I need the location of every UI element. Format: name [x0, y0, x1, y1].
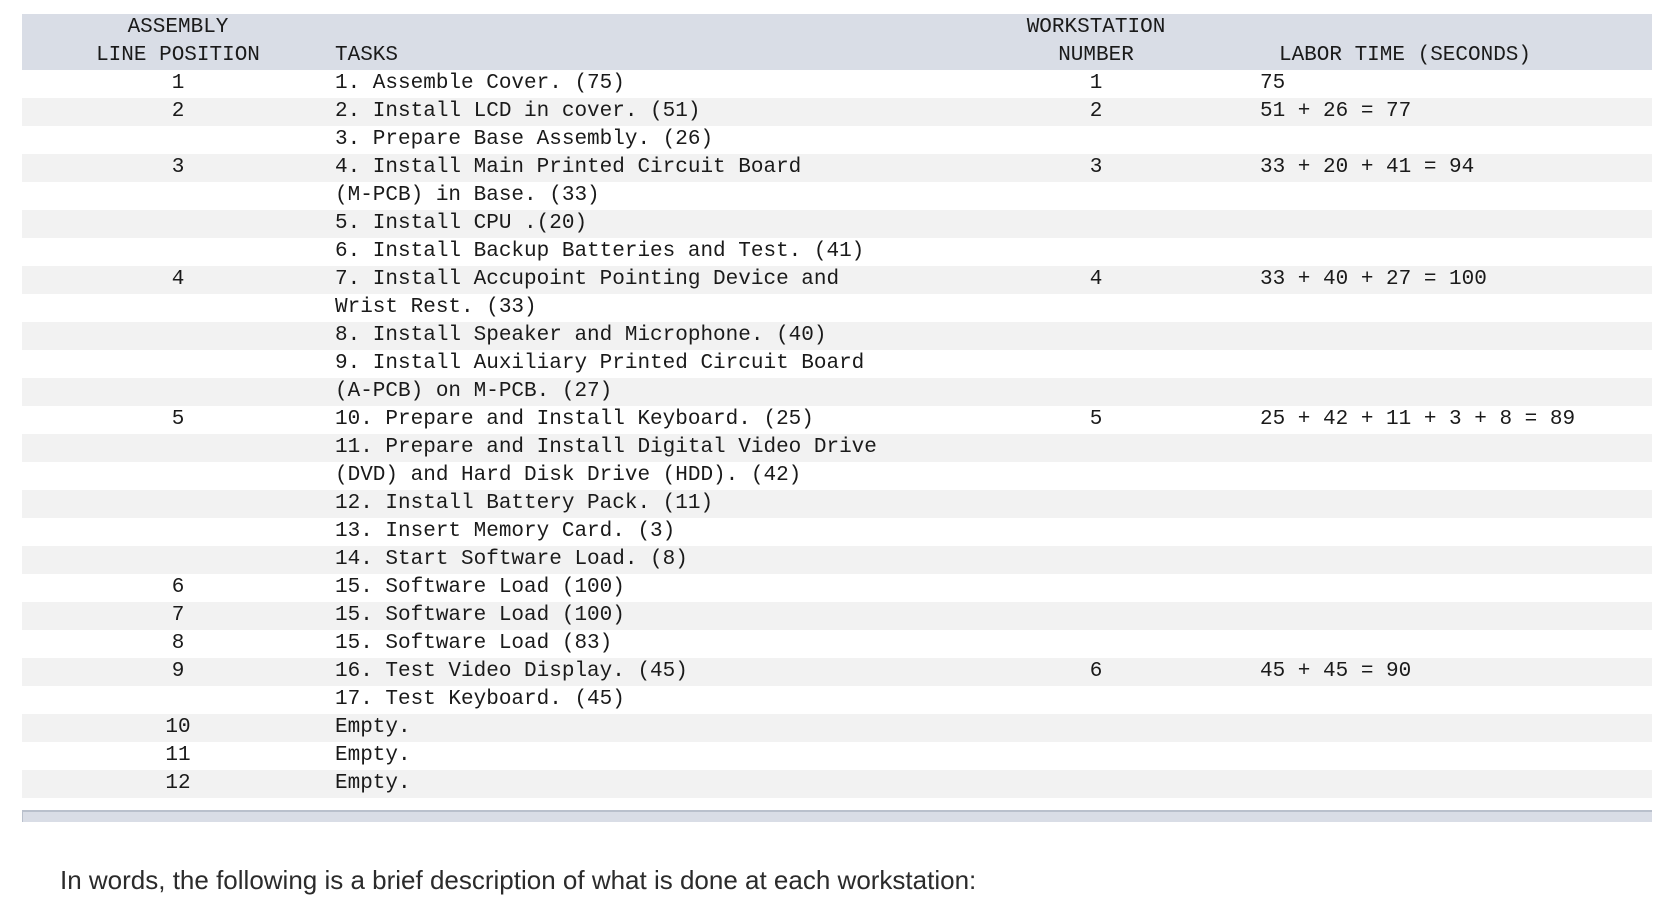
task-cell: (A-PCB) on M-PCB. (27) — [335, 380, 613, 403]
assembly-position-cell: 2 — [171, 100, 185, 123]
table-row: 10 Empty. — [22, 714, 1652, 742]
assembly-position-cell: 6 — [171, 576, 185, 599]
task-cell: 14. Start Software Load. (8) — [335, 548, 688, 571]
task-cell: 5. Install CPU .(20) — [335, 212, 588, 235]
workstation-number-cell: 5 — [1089, 408, 1103, 431]
task-cell: 2. Install LCD in cover. (51) — [335, 100, 701, 123]
workstation-number-cell: 1 — [1089, 72, 1103, 95]
labor-time-cell: 51 + 26 = 77 — [1260, 100, 1412, 123]
table-header: ASSEMBLY LINE POSITION TASKS WORKSTATION… — [22, 14, 1652, 70]
header-labor-time: LABOR TIME (SECONDS) — [1278, 44, 1532, 67]
task-cell: 16. Test Video Display. (45) — [335, 660, 688, 683]
task-cell: 8. Install Speaker and Microphone. (40) — [335, 324, 827, 347]
table-row: 8. Install Speaker and Microphone. (40) — [22, 322, 1652, 350]
table-row: 2 2. Install LCD in cover. (51) 2 51 + 26 =… — [22, 98, 1652, 126]
assembly-position-cell: 3 — [171, 156, 185, 179]
labor-time-cell: 33 + 40 + 27 = 100 — [1260, 268, 1487, 291]
table-row: 14. Start Software Load. (8) — [22, 546, 1652, 574]
table-row: 3 4. Install Main Printed Circuit Board 3 3… — [22, 154, 1652, 182]
table-row: (DVD) and Hard Disk Drive (HDD). (42) — [22, 462, 1652, 490]
assembly-position-cell: 11 — [165, 744, 191, 767]
table-row: 9 16. Test Video Display. (45) 6 45 + 45 = … — [22, 658, 1652, 686]
labor-time-cell: 75 — [1260, 72, 1286, 95]
table-row: (A-PCB) on M-PCB. (27) — [22, 378, 1652, 406]
assembly-position-cell: 12 — [165, 772, 191, 795]
assembly-position-cell: 4 — [171, 268, 185, 291]
table-row: (M-PCB) in Base. (33) — [22, 182, 1652, 210]
task-cell: 10. Prepare and Install Keyboard. (25) — [335, 408, 814, 431]
table-row: 11. Prepare and Install Digital Video Dr… — [22, 434, 1652, 462]
table-row: 11 Empty. — [22, 742, 1652, 770]
assembly-position-cell: 8 — [171, 632, 185, 655]
description-caption: In words, the following is a brief descr… — [60, 865, 977, 895]
assembly-line-table: ASSEMBLY LINE POSITION TASKS WORKSTATION… — [22, 14, 1652, 822]
table-row: 12. Install Battery Pack. (11) — [22, 490, 1652, 518]
task-cell: 6. Install Backup Batteries and Test. (4… — [335, 240, 865, 263]
workstation-number-cell: 2 — [1089, 100, 1103, 123]
task-cell: 17. Test Keyboard. (45) — [335, 688, 625, 711]
table-row: 12 Empty. — [22, 770, 1652, 798]
table-row: 5 10. Prepare and Install Keyboard. (25) 5… — [22, 406, 1652, 434]
table-row: 9. Install Auxiliary Printed Circuit Boa… — [22, 350, 1652, 378]
task-cell: 11. Prepare and Install Digital Video Dr… — [335, 436, 877, 459]
task-cell: 15. Software Load (100) — [335, 604, 625, 627]
workstation-number-cell: 4 — [1089, 268, 1103, 291]
workstation-number-cell: 6 — [1089, 660, 1103, 683]
assembly-position-cell: 1 — [171, 72, 185, 95]
task-cell: 12. Install Battery Pack. (11) — [335, 492, 714, 515]
assembly-position-cell: 9 — [171, 660, 185, 683]
header-assembly-line-position: ASSEMBLY LINE POSITION — [96, 16, 260, 67]
table-row: 6 15. Software Load (100) — [22, 574, 1652, 602]
table-row: 7 15. Software Load (100) — [22, 602, 1652, 630]
header-workstation-number: WORKSTATION NUMBER — [1026, 16, 1166, 67]
table-body: 1 1. Assemble Cover. (75) 1 75 2 2. Install L… — [22, 70, 1652, 798]
labor-time-cell: 33 + 20 + 41 = 94 — [1260, 156, 1475, 179]
task-cell: 7. Install Accupoint Pointing Device and — [335, 268, 840, 291]
task-cell: 3. Prepare Base Assembly. (26) — [335, 128, 714, 151]
task-cell: 15. Software Load (83) — [335, 632, 613, 655]
task-cell: Empty. — [335, 716, 411, 739]
assembly-position-cell: 5 — [171, 408, 185, 431]
table-row: 8 15. Software Load (83) — [22, 630, 1652, 658]
assembly-position-cell: 10 — [165, 716, 191, 739]
workstation-number-cell: 3 — [1089, 156, 1103, 179]
table-row: 5. Install CPU .(20) — [22, 210, 1652, 238]
table-row: 17. Test Keyboard. (45) — [22, 686, 1652, 714]
table-footer-bar — [22, 810, 1652, 822]
task-cell: 4. Install Main Printed Circuit Board — [335, 156, 802, 179]
table-row: 6. Install Backup Batteries and Test. (4… — [22, 238, 1652, 266]
task-cell: 13. Insert Memory Card. (3) — [335, 520, 676, 543]
task-cell: 15. Software Load (100) — [335, 576, 625, 599]
labor-time-cell: 45 + 45 = 90 — [1260, 660, 1412, 683]
task-cell: Empty. — [335, 744, 411, 767]
header-tasks: TASKS — [335, 44, 399, 67]
labor-time-cell: 25 + 42 + 11 + 3 + 8 = 89 — [1260, 408, 1576, 431]
task-cell: (DVD) and Hard Disk Drive (HDD). (42) — [335, 464, 802, 487]
table-row: 3. Prepare Base Assembly. (26) — [22, 126, 1652, 154]
table-row: 4 7. Install Accupoint Pointing Device an… — [22, 266, 1652, 294]
task-cell: Wrist Rest. (33) — [335, 296, 537, 319]
task-cell: 1. Assemble Cover. (75) — [335, 72, 625, 95]
table-row: 1 1. Assemble Cover. (75) 1 75 — [22, 70, 1652, 98]
task-cell: Empty. — [335, 772, 411, 795]
table-row: 13. Insert Memory Card. (3) — [22, 518, 1652, 546]
task-cell: (M-PCB) in Base. (33) — [335, 184, 600, 207]
table-row: Wrist Rest. (33) — [22, 294, 1652, 322]
assembly-position-cell: 7 — [171, 604, 185, 627]
task-cell: 9. Install Auxiliary Printed Circuit Boa… — [335, 352, 865, 375]
